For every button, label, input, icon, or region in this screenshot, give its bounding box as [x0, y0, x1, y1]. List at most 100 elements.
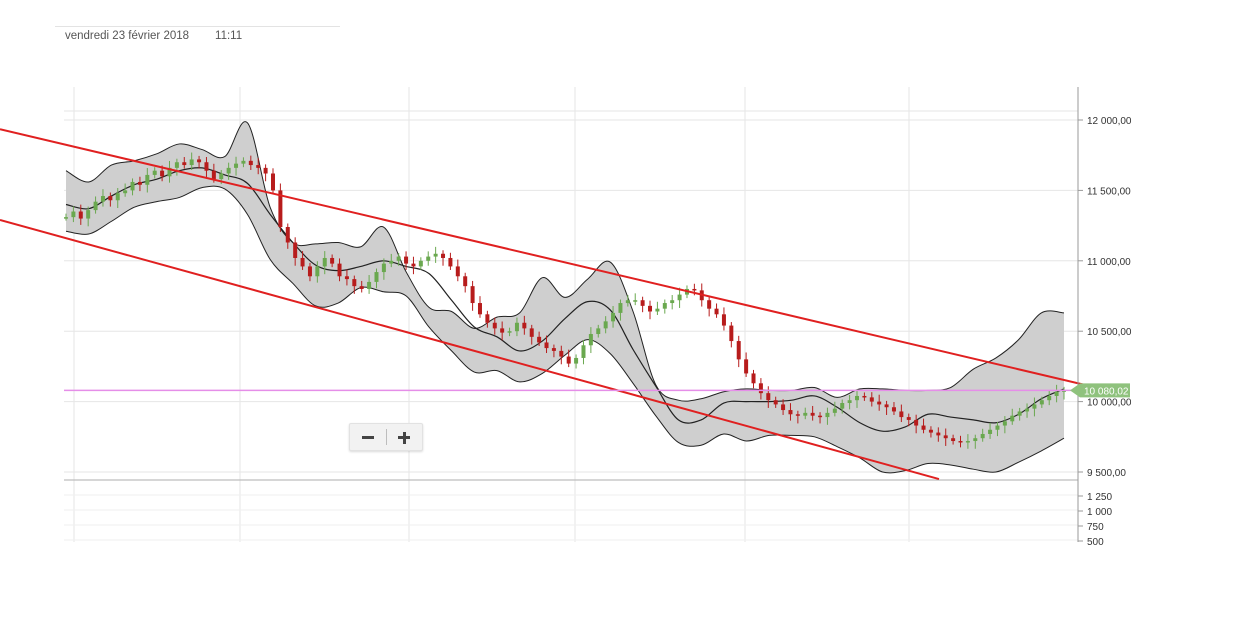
price-tick-label: 9 500,00	[1087, 468, 1126, 479]
candle-body	[891, 407, 896, 412]
candle-body	[707, 300, 712, 309]
candle-body	[832, 408, 837, 413]
candle-body	[825, 412, 830, 418]
candle-body	[64, 217, 68, 219]
candle-body	[100, 196, 105, 202]
candle-body	[766, 393, 771, 401]
candle-body	[744, 359, 749, 374]
candle-body	[788, 410, 793, 415]
trend-line-lower	[0, 219, 940, 481]
candle-body	[611, 312, 616, 322]
candle-body	[544, 342, 549, 349]
candle-body	[78, 211, 83, 219]
candle-body	[625, 300, 630, 304]
candle-body	[943, 435, 948, 439]
candle-body	[211, 170, 216, 180]
candle-body	[662, 303, 667, 309]
candle-body	[182, 162, 187, 166]
candle-body	[596, 328, 601, 335]
candle-body	[640, 300, 645, 306]
candle-body	[721, 314, 726, 326]
candle-body	[359, 286, 364, 289]
candle-body	[1039, 400, 1044, 405]
candle-body	[344, 276, 349, 280]
price-tick-label: 10 000,00	[1087, 398, 1132, 409]
candle-body	[714, 308, 719, 315]
candle-body	[189, 159, 194, 166]
candle-body	[337, 263, 342, 277]
candle-body	[204, 162, 209, 171]
candle-body	[847, 400, 852, 404]
candle-body	[855, 395, 860, 401]
candle-body	[381, 263, 386, 273]
candle-body	[197, 159, 202, 163]
candle-body	[529, 328, 534, 337]
candle-body	[167, 167, 172, 177]
candle-body	[71, 211, 76, 218]
candle-body	[603, 321, 608, 329]
candle-body	[404, 256, 409, 264]
candle-body	[219, 173, 224, 180]
price-tick-label: 11 000,00	[1087, 257, 1131, 268]
band-lower	[65, 185, 1065, 474]
candle-body	[293, 242, 298, 258]
candle-body	[492, 322, 497, 329]
candle-body	[433, 253, 438, 257]
candle-body	[995, 425, 1000, 430]
price-axis: 12 000,00 11 500,00 11 000,00 10 500,00 10 0…	[1077, 87, 1132, 542]
candle-body	[803, 412, 808, 416]
candle-body	[263, 167, 268, 174]
zoom-control	[349, 423, 423, 451]
candle-body	[1010, 415, 1015, 422]
candle-body	[899, 411, 904, 418]
candle-body	[773, 400, 778, 405]
zoom-in-button[interactable]	[386, 424, 422, 450]
candle-body	[973, 438, 978, 442]
candle-body	[1025, 408, 1030, 412]
candle-body	[884, 404, 889, 408]
candle-body	[988, 429, 993, 434]
candle-body	[270, 173, 275, 191]
candle-body	[736, 341, 741, 360]
candle-body	[588, 334, 593, 346]
price-tick-label: 11 500,00	[1087, 186, 1131, 197]
volume-tick-label: 750	[1087, 522, 1104, 533]
candle-body	[226, 167, 231, 174]
candle-body	[441, 253, 446, 258]
candle-body	[500, 328, 505, 333]
candle-body	[307, 266, 312, 277]
candle-body	[581, 345, 586, 358]
candle-body	[877, 401, 882, 405]
current-price-marker: 10 080,02	[1070, 383, 1130, 398]
candle-body	[315, 266, 320, 277]
candle-body	[485, 314, 490, 323]
candle-body	[352, 279, 357, 287]
candle-body	[93, 201, 98, 211]
candle-body	[241, 160, 246, 164]
candle-body	[470, 286, 475, 304]
candle-body	[936, 432, 941, 436]
candle-body	[781, 404, 786, 411]
trend-line-upper	[0, 128, 1100, 390]
candle-body	[551, 348, 556, 351]
candle-body	[367, 281, 372, 289]
candle-body	[463, 276, 468, 287]
candle-body	[862, 395, 867, 398]
zoom-out-button[interactable]	[350, 424, 386, 450]
candle-body	[751, 373, 756, 384]
volume-tick-label: 500	[1087, 537, 1104, 548]
candle-body	[477, 303, 482, 315]
candle-body	[921, 425, 926, 430]
candle-body	[389, 260, 394, 264]
candle-body	[115, 193, 120, 201]
candle-body	[677, 294, 682, 301]
header-date: vendredi 23 février 2018	[65, 30, 190, 42]
candle-body	[559, 350, 564, 357]
candle-body	[418, 260, 423, 267]
candle-body	[648, 305, 653, 312]
candle-body	[152, 170, 157, 175]
candle-body	[411, 263, 416, 267]
candle-body	[633, 300, 638, 302]
candle-body	[951, 438, 956, 442]
